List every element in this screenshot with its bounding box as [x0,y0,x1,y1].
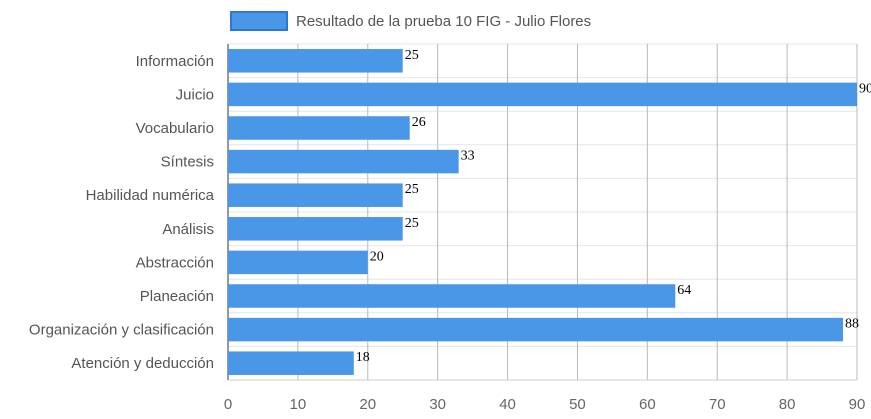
data-label: 25 [405,48,419,63]
x-tick-label: 50 [569,396,586,413]
x-tick-label: 80 [779,396,796,413]
x-tick-label: 90 [849,396,866,413]
data-label: 26 [412,115,426,130]
x-tick-label: 0 [224,396,232,413]
bars [228,49,857,375]
x-tick-label: 60 [639,396,656,413]
category-label: Organización y clasificación [29,322,214,339]
category-label: Síntesis [161,154,214,171]
category-label: Vocabulario [136,120,214,137]
legend-label: Resultado de la prueba 10 FIG - Julio Fl… [296,13,591,30]
bar [228,116,410,140]
bar [228,49,403,73]
data-label: 90 [859,81,871,96]
bar [228,317,844,342]
data-label: 25 [405,216,419,231]
data-label: 64 [677,283,691,298]
x-tick-labels: 0 10 20 30 40 50 60 70 80 90 [224,396,866,413]
category-label: Atención y deducción [71,355,214,372]
data-label: 18 [356,350,370,365]
data-labels: 25 90 26 33 25 25 20 64 88 18 [356,48,871,365]
bar [228,183,403,207]
bar [228,250,368,275]
x-tick-label: 40 [499,396,516,413]
category-label: Juicio [176,86,214,103]
legend: Resultado de la prueba 10 FIG - Julio Fl… [230,11,591,31]
bar [228,82,857,107]
category-labels: Información Juicio Vocabulario Síntesis Habi… [29,53,215,372]
category-label: Análisis [162,221,214,238]
data-label: 88 [845,317,859,332]
category-label: Planeación [140,288,214,305]
bar [228,149,459,174]
bar [228,351,354,375]
bar [228,217,403,241]
legend-swatch [230,11,288,31]
x-tick-label: 20 [359,396,376,413]
x-tick-label: 30 [429,396,446,413]
data-label: 33 [461,149,475,164]
category-label: Habilidad numérica [86,187,215,204]
data-label: 20 [370,249,384,264]
x-tick-label: 10 [290,396,307,413]
category-label: Información [136,53,214,70]
data-label: 25 [405,182,419,197]
bar [228,284,676,308]
category-label: Abstracción [136,254,214,271]
x-tick-label: 70 [709,396,726,413]
